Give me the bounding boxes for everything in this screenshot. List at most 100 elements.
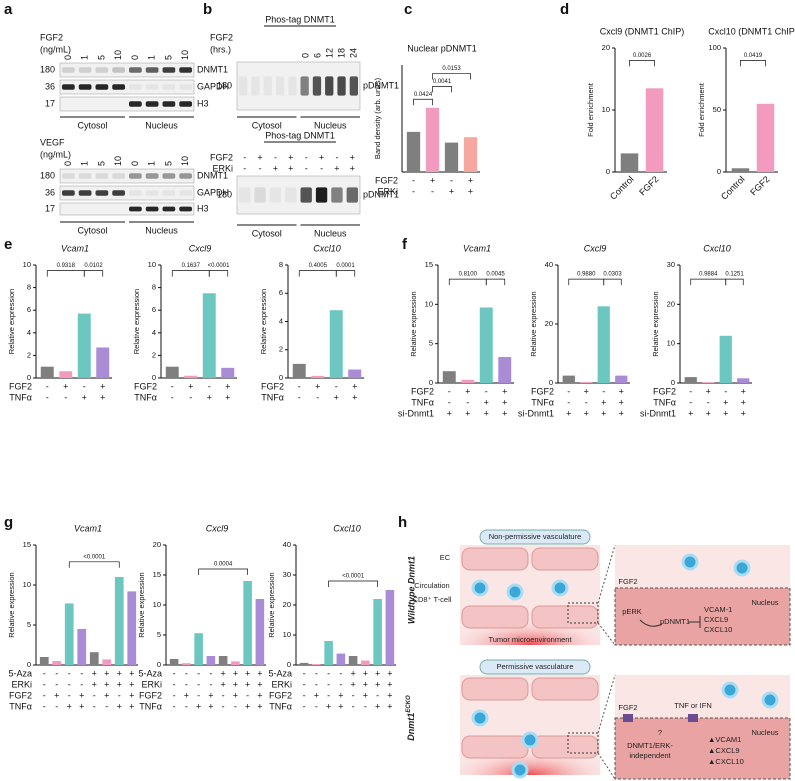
gene-label: ▲VCAM1: [708, 735, 741, 744]
bar: [597, 306, 610, 383]
condition-sign: -: [602, 386, 605, 396]
comparison-bracket: [485, 278, 506, 286]
condition-name: si-Dnmt1: [398, 408, 434, 418]
bar: [702, 382, 715, 383]
condition-sign: +: [100, 392, 105, 402]
condition-sign: +: [601, 397, 606, 407]
condition-sign: -: [339, 668, 342, 678]
y-tick-label: 20: [283, 600, 291, 609]
bar: [444, 142, 459, 172]
y-tick-label: 0: [279, 373, 283, 382]
band: [300, 187, 312, 203]
condition-sign: -: [567, 386, 570, 396]
lane-label: 10: [113, 156, 123, 166]
lane-label: 24: [348, 48, 358, 58]
band: [162, 101, 176, 107]
y-tick-label: 10: [602, 105, 610, 114]
comparison-bracket: [690, 278, 727, 286]
y-tick-label: 20: [545, 319, 553, 328]
lane-label: 5: [163, 161, 173, 166]
lane-label: 1: [80, 55, 90, 60]
mw-label: 17: [45, 203, 55, 213]
gene-label: VCAM-1: [704, 605, 732, 614]
condition-sign: -: [185, 679, 188, 689]
band: [349, 76, 358, 96]
condition-sign: +: [184, 690, 189, 700]
condition-sign: +: [220, 668, 225, 678]
unit-label: (ng/mL): [40, 44, 71, 54]
condition-sign: +: [706, 386, 711, 396]
condition-sign: -: [689, 397, 692, 407]
condition-sign: +: [117, 701, 122, 711]
band: [129, 190, 142, 196]
ec-cell: [461, 605, 529, 629]
y-tick-label: 6: [279, 288, 283, 297]
zoom-line: [597, 752, 616, 780]
bar: [40, 366, 54, 378]
tme-label: Tumor microenvironment: [488, 635, 572, 644]
zoom-box: [567, 732, 599, 754]
condition-sign: -: [55, 701, 58, 711]
band: [129, 206, 142, 212]
lane-label: 0: [130, 161, 140, 166]
bar: [463, 137, 478, 172]
condition-sign: +: [326, 701, 331, 711]
condition-sign: +: [584, 408, 589, 418]
bar: [336, 653, 346, 665]
p-value: 0.0419: [744, 53, 763, 59]
zoom-line: [597, 544, 616, 604]
condition-sign: +: [319, 152, 324, 162]
mw-label: 180: [40, 170, 55, 180]
p-value: 0.0004: [214, 562, 233, 568]
bar: [292, 363, 306, 378]
condition-name: FGF2: [134, 381, 157, 391]
bar: [299, 662, 309, 665]
condition-sign: -: [43, 690, 46, 700]
p-value: <0.0001: [83, 554, 106, 560]
condition-sign: +: [484, 397, 489, 407]
condition-sign: +: [233, 690, 238, 700]
gene-label: ▲CXCL9: [708, 746, 740, 755]
bar: [498, 357, 512, 383]
condition-sign: -: [303, 679, 306, 689]
band: [312, 76, 322, 96]
condition-name: TNFα: [9, 392, 32, 402]
condition-sign: -: [173, 679, 176, 689]
y-tick-label: 0: [429, 378, 433, 387]
condition-sign: +: [82, 392, 87, 402]
y-axis-label: Relative expression: [259, 289, 268, 354]
condition-name: FGF2: [269, 690, 292, 700]
p-value: 0.8100: [459, 272, 478, 278]
condition-sign: -: [105, 701, 108, 711]
band: [78, 84, 92, 90]
band: [95, 67, 109, 73]
condition-sign: +: [387, 690, 392, 700]
condition-sign: -: [315, 701, 318, 711]
fraction-label: Cytosol: [252, 120, 282, 130]
bar: [114, 577, 124, 665]
p-value: 0.0424: [414, 92, 433, 98]
zoom-cell: [614, 587, 791, 646]
ec-cell: [461, 735, 529, 759]
lane-label: 1: [147, 161, 157, 166]
lane-label: 6: [312, 53, 322, 58]
pdnmt1-label: pDNMT1: [660, 617, 690, 626]
condition-sign: +: [465, 408, 470, 418]
condition-name: TNFα: [653, 397, 676, 407]
y-tick-label: 0: [287, 660, 291, 669]
condition-sign: +: [54, 690, 59, 700]
bar: [59, 371, 73, 378]
condition-sign: -: [305, 163, 308, 173]
y-tick-label: 20: [667, 299, 675, 308]
mw-label: 17: [45, 98, 55, 108]
condition-sign: +: [741, 397, 746, 407]
band: [269, 187, 282, 203]
perk-label: pERK: [622, 607, 642, 616]
y-tick-label: 20: [602, 43, 610, 52]
chart-title: Cxcl9 (DNMT1 ChIP): [600, 26, 685, 36]
panel-label: d: [560, 1, 569, 18]
y-tick-label: 8: [152, 283, 156, 292]
band: [62, 84, 75, 90]
protein-label: GAPDH: [197, 187, 229, 197]
band: [145, 190, 159, 196]
